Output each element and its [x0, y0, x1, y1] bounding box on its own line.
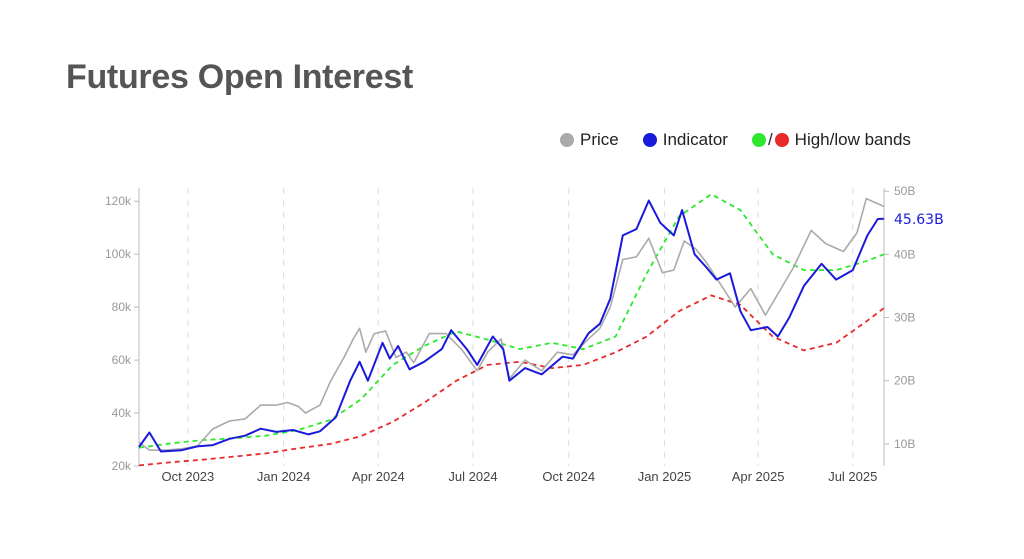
left-tick-label: 60k — [112, 353, 132, 367]
right-tick-label: 10B — [894, 437, 915, 451]
x-tick-label: Jul 2025 — [828, 469, 877, 484]
x-tick-label: Oct 2024 — [542, 469, 595, 484]
legend-label-indicator: Indicator — [662, 130, 728, 149]
x-tick-label: Jan 2024 — [257, 469, 311, 484]
left-tick-label: 40k — [112, 406, 132, 420]
series-line-low-band — [138, 294, 885, 467]
right-tick-label: 20B — [894, 374, 915, 388]
legend-label-price: Price — [580, 130, 619, 149]
left-tick-label: 20k — [112, 459, 132, 473]
x-tick-label: Oct 2023 — [162, 469, 215, 484]
legend-item-price[interactable]: Price — [560, 130, 619, 150]
right-tick-label: 40B — [894, 247, 915, 261]
left-tick-label: 80k — [112, 300, 132, 314]
x-tick-label: Jan 2025 — [638, 469, 692, 484]
indicator-dot-icon — [642, 133, 657, 147]
legend-slash: / — [767, 130, 773, 149]
left-tick-label: 120k — [105, 194, 132, 208]
x-tick-label: Apr 2024 — [352, 469, 405, 484]
indicator-last-value-label: 45.63B — [894, 212, 944, 228]
right-tick-label: 50B — [894, 184, 915, 198]
series-line-high-band — [138, 193, 885, 449]
chart-title: Futures Open Interest — [66, 58, 413, 96]
price-dot-icon — [560, 133, 574, 147]
legend-item-bands[interactable]: / High/low bands — [751, 130, 911, 150]
legend-item-indicator[interactable]: Indicator — [642, 130, 728, 150]
x-tick-label: Apr 2025 — [732, 469, 785, 484]
right-tick-label: 30B — [894, 311, 915, 325]
left-tick-label: 100k — [105, 247, 132, 261]
low-band-dot-icon — [774, 133, 789, 147]
series-line-indicator — [138, 199, 885, 453]
x-tick-label: Jul 2024 — [448, 469, 497, 484]
legend-label-bands: High/low bands — [794, 130, 911, 149]
chart-legend: Price Indicator / High/low bands — [560, 130, 911, 150]
high-band-dot-icon — [751, 133, 766, 147]
series-line-price — [138, 197, 885, 451]
